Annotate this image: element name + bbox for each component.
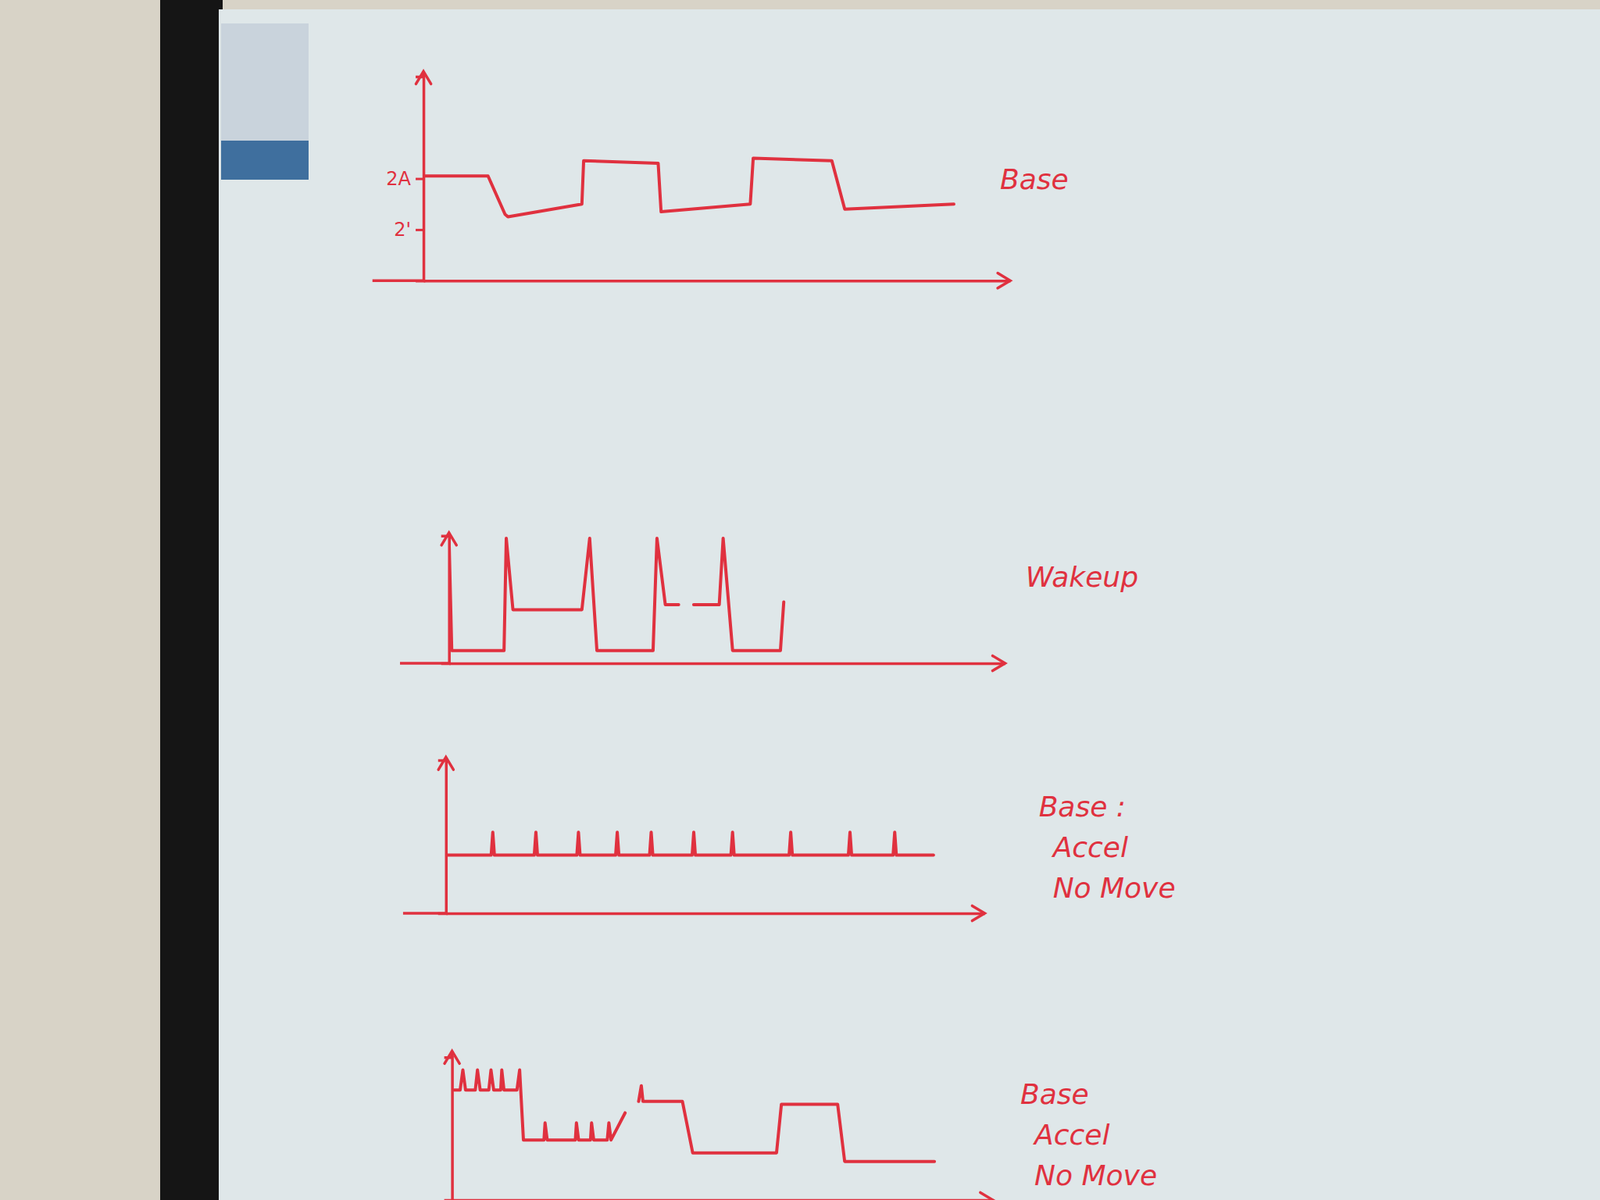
- x-axis-line: [449, 662, 1006, 666]
- x-axis-line: [424, 279, 1011, 283]
- series-line: [449, 535, 785, 651]
- chart-title: Accel: [1051, 831, 1129, 864]
- y-axis-line: [444, 1057, 454, 1200]
- series-line: [423, 157, 954, 217]
- page: {"chart_data": [ {"type": "line", "title…: [0, 0, 1600, 1200]
- chart: Base Accel No Move: [444, 1050, 1158, 1200]
- chart: 2A 2' Base: [372, 71, 1069, 288]
- chart-title: No Move: [1053, 871, 1176, 904]
- y-tick-label: 2': [393, 218, 411, 241]
- chart-title: Wakeup: [1025, 560, 1139, 593]
- x-axis: [446, 913, 986, 915]
- chart-title: No Move: [1034, 1159, 1158, 1192]
- x-axis-line: [446, 912, 986, 916]
- series-line: [453, 1070, 935, 1162]
- y-tick-mark: [415, 228, 424, 232]
- y-axis-line: [415, 76, 425, 281]
- canvas: 2A 2' Base Wakeup Base : Accel No Move Base Acce…: [0, 0, 1600, 1200]
- whiteboard: [218, 9, 1600, 1200]
- y-axis: [444, 1057, 454, 1200]
- chart: Base : Accel No Move: [403, 757, 1176, 921]
- y-tick-mark: [415, 178, 424, 181]
- plot-area: [449, 535, 785, 651]
- sticker-band: [221, 140, 309, 180]
- y-axis: 2A 2': [385, 76, 424, 281]
- wall: [0, 0, 1600, 1200]
- chart-title: Base :: [1039, 790, 1126, 823]
- arrow-head: [980, 1192, 993, 1200]
- y-axis-line: [438, 760, 447, 915]
- chart: Wakeup: [400, 532, 1139, 672]
- plot-area: [453, 1070, 935, 1162]
- y-tick: 2': [393, 218, 424, 241]
- y-tick-label: 2A: [385, 167, 411, 190]
- plot-area: [446, 832, 934, 855]
- plot-area: [423, 157, 954, 217]
- y-tick: 2A: [385, 167, 424, 190]
- board-frame: [160, 0, 223, 1200]
- y-axis: [438, 760, 447, 915]
- x-axis: [449, 663, 1006, 665]
- series-line: [446, 832, 934, 855]
- chart-title: Accel: [1032, 1118, 1110, 1151]
- chart-title: Base: [1000, 163, 1069, 196]
- y-axis-line: [441, 535, 450, 664]
- y-axis: [441, 535, 450, 664]
- chart-title: Base: [1020, 1078, 1090, 1111]
- x-axis: [424, 280, 1011, 282]
- sticker: [221, 23, 309, 180]
